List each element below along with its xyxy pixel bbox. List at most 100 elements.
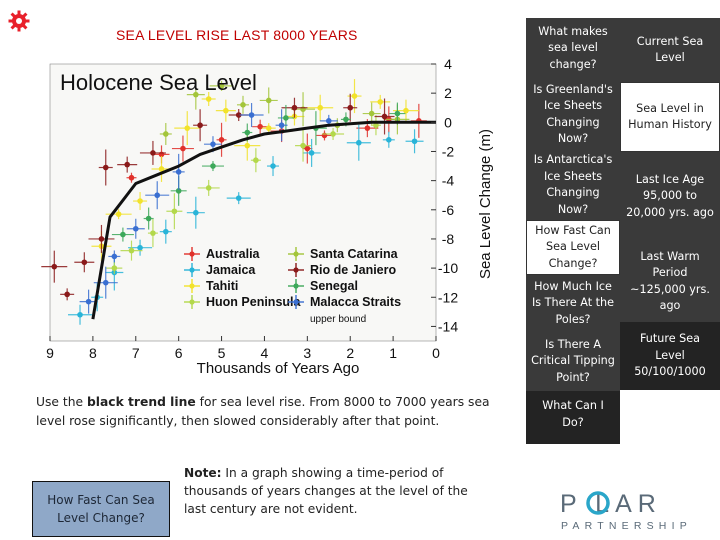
polar-partnership-logo: P LAR PARTNERSHIP [560, 488, 705, 532]
data-point [317, 104, 324, 111]
data-point [343, 116, 349, 123]
y-tick-label: -4 [442, 173, 455, 189]
data-point [124, 161, 130, 168]
data-point [150, 150, 156, 156]
y-tick-label: 2 [444, 85, 452, 101]
x-tick-label: 0 [432, 345, 440, 361]
data-point [111, 253, 118, 260]
data-point [111, 265, 118, 271]
legend-label: Australia [206, 247, 261, 261]
legend-label: Santa Catarina [310, 247, 399, 261]
data-point [51, 263, 58, 270]
data-point [180, 145, 186, 152]
x-tick-label: 5 [218, 345, 226, 361]
data-point [240, 102, 246, 108]
nav-what-makes-sea-level-change[interactable]: What makes sea level change? [526, 18, 620, 79]
data-point [356, 139, 362, 146]
data-point [386, 137, 392, 143]
y-tick-label: -12 [438, 289, 458, 305]
svg-text:P LAR: P LAR [560, 490, 662, 518]
page-title: SEA LEVEL RISE LAST 8000 YEARS [116, 27, 358, 43]
data-point [102, 279, 109, 286]
x-tick-label: 1 [389, 345, 397, 361]
data-point [270, 163, 276, 169]
x-tick-label: 2 [346, 345, 354, 361]
legend-label: Jamaica [206, 263, 256, 277]
svg-text:PARTNERSHIP: PARTNERSHIP [561, 520, 692, 532]
data-point [98, 236, 105, 242]
legend-swatch [293, 299, 299, 305]
data-point [244, 142, 251, 149]
trend-line [91, 120, 436, 320]
data-point [364, 125, 371, 131]
legend-label: Rio de Janiero [310, 263, 396, 277]
legend-label: Huon Peninsula [206, 295, 302, 309]
x-tick-label: 9 [46, 345, 54, 361]
data-point [291, 104, 298, 111]
home-gear-icon[interactable] [8, 10, 30, 32]
data-point [278, 122, 285, 129]
data-point [193, 209, 199, 216]
data-point [368, 110, 375, 117]
nav-greenland-ice-sheets[interactable]: Is Greenland's Ice Sheets Changing Now? [526, 79, 620, 150]
nav-sea-level-human-history[interactable]: Sea Level in Human History [620, 82, 720, 152]
x-tick-label: 4 [261, 345, 269, 361]
x-tick-label: 3 [303, 345, 311, 361]
data-point [265, 125, 272, 131]
nav-current-sea-level[interactable]: Current Sea Level [620, 18, 720, 82]
how-fast-sea-level-button[interactable]: How Fast Can Sea Level Change? [32, 481, 170, 537]
legend-label: upper bound [310, 314, 366, 325]
y-tick-label: -2 [442, 143, 455, 159]
nav-how-fast-sea-level-change[interactable]: How Fast Can Sea Level Change? [526, 220, 620, 275]
data-point [77, 311, 83, 318]
nav-future-sea-level[interactable]: Future Sea Level 50/100/1000 [620, 322, 720, 390]
data-point [205, 185, 212, 191]
data-point [403, 107, 409, 114]
data-point [218, 83, 225, 89]
nav-antarctica-ice-sheets[interactable]: Is Antarctica's Ice Sheets Changing Now? [526, 150, 620, 220]
data-point [223, 107, 229, 114]
y-tick-label: -8 [442, 231, 455, 247]
data-point [218, 137, 225, 143]
legend-swatch [189, 267, 195, 273]
data-point [265, 97, 272, 104]
data-point [235, 112, 242, 118]
nav-critical-tipping-point[interactable]: Is There A Critical Tipping Point? [526, 332, 620, 391]
nav-last-ice-age[interactable]: Last Ice Age 95,000 to 20,000 yrs. ago [620, 152, 720, 241]
legend-label: Senegal [310, 279, 358, 293]
nav-what-can-i-do[interactable]: What Can I Do? [526, 391, 620, 444]
data-point [248, 112, 255, 118]
data-point [197, 122, 203, 129]
data-point [308, 150, 315, 156]
x-tick-label: 7 [132, 345, 140, 361]
nav-column-right: Current Sea Level Sea Level in Human His… [620, 18, 720, 390]
data-point [210, 141, 216, 147]
data-point [137, 198, 143, 204]
data-point [102, 164, 109, 171]
data-point [257, 123, 263, 130]
data-point [85, 298, 92, 305]
data-point [132, 225, 139, 232]
data-point [163, 131, 169, 137]
nav-column-left: What makes sea level change? Is Greenlan… [526, 18, 620, 444]
legend-swatch [293, 251, 299, 257]
y-tick-label: 4 [444, 56, 452, 72]
data-point [205, 96, 212, 102]
nav-how-much-ice-poles[interactable]: How Much Ice Is There At the Poles? [526, 275, 620, 332]
data-point [128, 174, 135, 181]
data-point [325, 118, 332, 124]
data-point [150, 230, 156, 236]
data-point [154, 192, 161, 199]
caption-emphasis: black trend line [86, 395, 196, 409]
y-tick-label: -10 [438, 260, 458, 276]
data-point [137, 244, 143, 251]
legend-label: Malacca Straits [310, 295, 401, 309]
nav-last-warm-period[interactable]: Last Warm Period ~125,000 yrs. ago [620, 241, 720, 322]
data-point [145, 215, 152, 222]
data-point [175, 169, 182, 175]
data-point [347, 104, 354, 111]
legend-swatch [189, 251, 195, 257]
y-tick-label: 0 [444, 114, 452, 130]
data-point [304, 145, 311, 152]
data-point [64, 291, 70, 298]
